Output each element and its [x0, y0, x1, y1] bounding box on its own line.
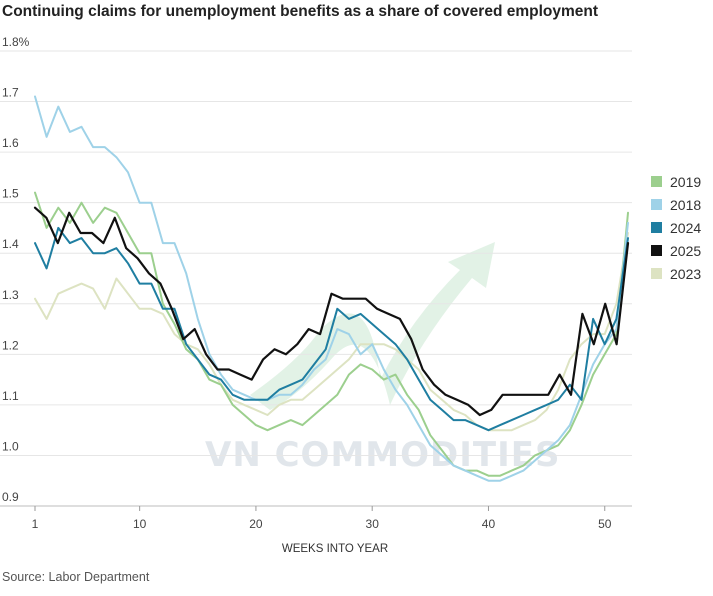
x-tick-label: 10 — [133, 517, 147, 531]
y-tick-label: 0.9 — [2, 490, 19, 504]
legend-label-2024: 2024 — [670, 220, 701, 236]
legend-swatch-2018 — [651, 199, 662, 210]
y-tick-label: 1.6 — [2, 136, 19, 150]
legend-label-2019: 2019 — [670, 174, 701, 190]
source-note: Source: Labor Department — [2, 570, 150, 584]
x-tick-label: 40 — [482, 517, 496, 531]
legend-label-2023: 2023 — [670, 266, 701, 282]
y-tick-label: 1.0 — [2, 439, 19, 453]
legend-swatch-2019 — [651, 176, 662, 187]
legend-label-2025: 2025 — [670, 243, 701, 259]
legend: 2019 2018 2024 2025 2023 — [651, 174, 701, 282]
y-tick-label: 1.8% — [2, 35, 30, 49]
x-axis-label: WEEKS INTO YEAR — [282, 543, 388, 555]
series-line-2018 — [34, 95, 629, 482]
y-tick-label: 1.2 — [2, 338, 19, 352]
legend-label-2018: 2018 — [670, 197, 701, 213]
y-tick-label: 1.1 — [2, 389, 19, 403]
y-tick-label: 1.7 — [2, 86, 19, 100]
x-tick-label: 1 — [32, 517, 39, 531]
series-line-2024 — [34, 226, 629, 432]
chart-title: Continuing claims for unemployment benef… — [2, 3, 599, 20]
legend-swatch-2025 — [651, 245, 662, 256]
y-tick-label: 1.3 — [2, 288, 19, 302]
x-axis-ticks: 1 10 20 30 40 50 — [32, 506, 612, 531]
series-line-2025 — [33, 206, 630, 417]
y-tick-label: 1.5 — [2, 187, 19, 201]
series-line-2019 — [34, 191, 629, 477]
x-tick-label: 30 — [366, 517, 380, 531]
x-tick-label: 50 — [598, 517, 612, 531]
x-tick-label: 20 — [249, 517, 263, 531]
legend-swatch-2023 — [651, 268, 662, 279]
y-axis-ticks: 0.9 1.0 1.1 1.2 1.3 1.4 1.5 1.6 1.7 1.8% — [2, 35, 30, 504]
series-lines — [33, 95, 630, 482]
y-tick-label: 1.4 — [2, 237, 19, 251]
watermark-arrow-shape — [250, 242, 495, 410]
legend-swatch-2024 — [651, 222, 662, 233]
watermark: VN COMMODITIES — [205, 242, 559, 475]
series-line-2023 — [34, 232, 629, 432]
